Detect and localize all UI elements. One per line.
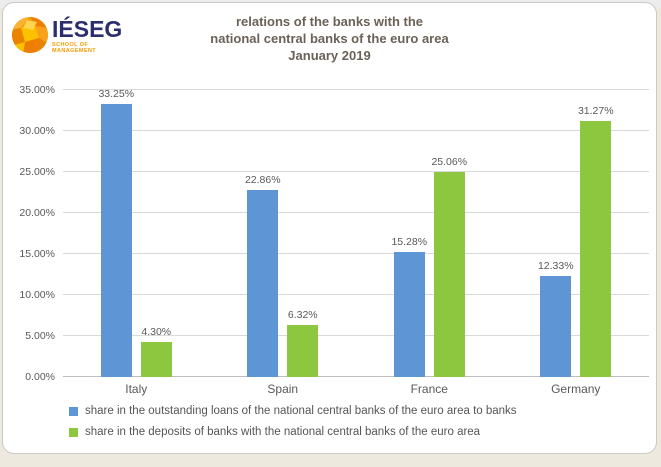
bar-france-series1: 15.28% (391, 236, 427, 377)
legend-swatch-icon-series1 (69, 406, 78, 416)
chart-title: relations of the banks with the national… (3, 3, 656, 64)
bar-value-label-france-series1: 15.28% (391, 235, 428, 248)
y-tick-label-20: 20.00% (19, 207, 55, 219)
bar-group-italy: 33.25% 4.30% (63, 88, 210, 377)
y-tick-label-5: 5.00% (25, 330, 55, 342)
gridline-20 (63, 212, 649, 213)
x-axis-label-germany: Germany (551, 382, 601, 396)
bar-germany-series1: 12.33% (538, 260, 574, 377)
plot-area: 0.00% 5.00% 10.00% 15.00% 20.00% 25.00% 30.00%… (19, 84, 650, 383)
bar-france-series2: 25.06% (431, 156, 467, 377)
bar-value-label-italy-series2: 4.30% (141, 325, 172, 338)
chart-card: IÉSEG SCHOOL OF MANAGEMENT relations of … (2, 2, 657, 454)
x-axis-label-spain: Spain (267, 382, 299, 396)
bar-group-germany: 12.33% 31.27% (503, 90, 650, 377)
chart-title-line1: relations of the banks with the (235, 14, 424, 29)
bar-chart: 0.00% 5.00% 10.00% 15.00% 20.00% 25.00% 30.00%… (3, 84, 656, 438)
y-tick-label-25: 25.00% (19, 166, 55, 178)
gridline-15 (63, 253, 649, 254)
bar-spain-series2: 6.32% (287, 309, 319, 377)
globe-icon (12, 17, 48, 53)
ieseg-logo: IÉSEG SCHOOL OF MANAGEMENT (11, 11, 122, 59)
bar-spain-series1: 22.86% (245, 174, 281, 377)
gridline-0 (63, 376, 649, 377)
chart-title-line2: national central banks of the euro area (210, 31, 449, 46)
chart-title-line3: January 2019 (288, 48, 371, 63)
chart-legend: share in the outstanding loans of the na… (69, 405, 656, 438)
bar-italy-series1: 33.25% (98, 88, 134, 377)
gridline-30 (63, 130, 649, 131)
legend-item-series1: share in the outstanding loans of the na… (69, 405, 656, 417)
y-tick-label-10: 10.00% (19, 289, 55, 301)
bar-value-label-germany-series1: 12.33% (537, 259, 574, 272)
x-axis-label-france: France (410, 382, 448, 396)
bar-value-label-italy-series1: 33.25% (98, 88, 135, 101)
bar-group-france: 15.28% 25.06% (356, 90, 503, 377)
gridline-10 (63, 294, 649, 295)
logo-subtitle: SCHOOL OF MANAGEMENT (52, 41, 97, 54)
bar-group-spain: 22.86% 6.32% (210, 90, 357, 377)
x-axis-label-italy: Italy (125, 382, 148, 396)
bar-italy-series2: 4.30% (140, 326, 172, 377)
y-tick-label-15: 15.00% (19, 248, 55, 260)
logo-name: IÉSEG (52, 15, 123, 42)
legend-item-series2: share in the deposits of banks with the … (69, 426, 656, 438)
x-axis-labels: Italy Spain France Germany (63, 382, 649, 396)
gridline-5 (63, 335, 649, 336)
bar-value-label-spain-series1: 22.86% (244, 173, 281, 186)
bar-value-label-france-series2: 25.06% (431, 155, 468, 168)
bar-germany-series2: 31.27% (578, 105, 614, 377)
y-tick-label-35: 35.00% (19, 84, 55, 96)
bar-value-label-spain-series2: 6.32% (287, 309, 318, 322)
y-tick-label-30: 30.00% (19, 125, 55, 137)
gridline-25 (63, 171, 649, 172)
y-tick-label-0: 0.00% (25, 371, 55, 383)
bar-groups: 33.25% 4.30% 22.86% 6.32% 15.28% 25.06% 12.33%… (63, 88, 650, 377)
bar-value-label-germany-series2: 31.27% (577, 104, 614, 117)
legend-label-series1: share in the outstanding loans of the na… (85, 405, 517, 417)
legend-label-series2: share in the deposits of banks with the … (85, 426, 481, 438)
gridline-35 (63, 89, 649, 90)
legend-swatch-icon-series2 (69, 427, 78, 437)
